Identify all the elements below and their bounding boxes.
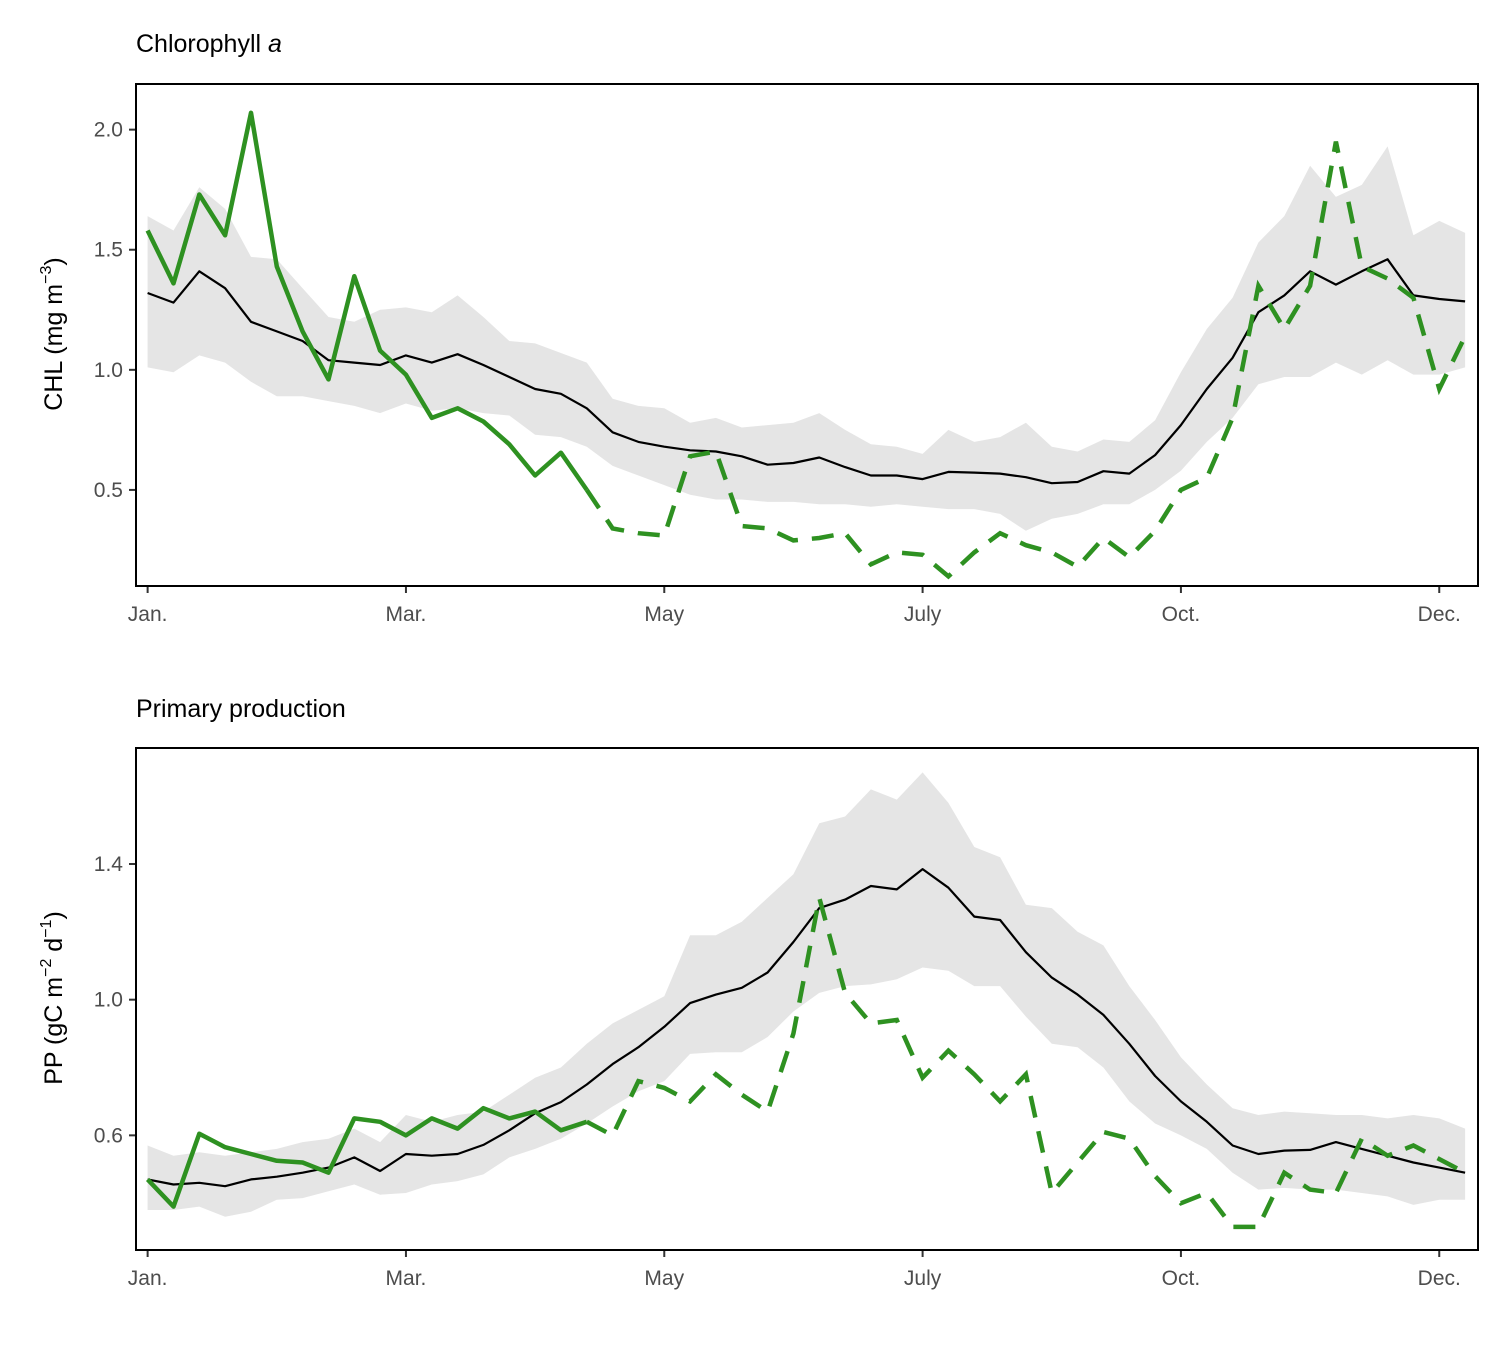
pp-range-band xyxy=(147,772,1466,1217)
pp-ylabel-exponent-1: −2 xyxy=(38,959,55,977)
chl-title-text: Chlorophyll xyxy=(136,30,261,58)
chl-y-axis-title: CHL (mg m−3) xyxy=(38,257,68,410)
chl-xtick-label-5: Dec. xyxy=(1418,603,1461,626)
pp-mean-line xyxy=(147,867,1466,1188)
chl-xtick-label-2: May xyxy=(644,603,684,626)
pp-ylabel: PP (gC m−2 d−1) xyxy=(38,911,68,1085)
pp-ylabel-text: PP (gC m xyxy=(40,977,68,1085)
chl-ytick-label-1: 1.0 xyxy=(94,359,123,382)
pp-y-axis-title: PP (gC m−2 d−1) xyxy=(38,911,68,1085)
pp-ytick-label-2: 1.4 xyxy=(94,853,124,876)
chl-ytick-label-3: 2.0 xyxy=(94,119,123,142)
chl-xtick-label-4: Oct. xyxy=(1162,603,1201,626)
pp-ylabel-exponent-2: −1 xyxy=(38,919,55,937)
pp-panel: Primary production PP (gC m−2 d−1) 0.6 1.… xyxy=(38,695,1479,1290)
pp-ytick-label-1: 1.0 xyxy=(94,989,123,1012)
chl-ylabel-exponent: −3 xyxy=(38,266,55,284)
chl-ytick-label-2: 1.5 xyxy=(94,239,123,262)
chl-ylabel: CHL (mg m−3) xyxy=(38,257,68,410)
chl-current-dashed-line xyxy=(584,141,1468,580)
chl-current-solid-line xyxy=(145,110,589,492)
chl-panel: Chlorophyll a CHL (mg m−3) 0.5 1.0 1.5 2.0 J… xyxy=(38,30,1479,626)
chl-xtick-label-0: Jan. xyxy=(128,603,168,626)
pp-xtick-label-0: Jan. xyxy=(128,1267,168,1290)
chl-xtick-label-3: July xyxy=(904,603,942,626)
pp-xtick-label-3: July xyxy=(904,1267,942,1290)
pp-plot-area: 0.6 1.0 1.4 Jan. Mar. May July Oct. Dec. xyxy=(94,772,1467,1290)
pp-plot-frame xyxy=(135,747,1479,1251)
pp-xtick-label-2: May xyxy=(644,1267,684,1290)
chl-plot-frame xyxy=(135,83,1479,587)
chl-range-band xyxy=(147,146,1466,531)
pp-ytick-label-0: 0.6 xyxy=(94,1124,123,1147)
chl-xtick-label-1: Mar. xyxy=(386,603,427,626)
chl-panel-title: Chlorophyll a xyxy=(136,30,282,58)
pp-xtick-label-5: Dec. xyxy=(1418,1267,1461,1290)
pp-xtick-label-1: Mar. xyxy=(386,1267,427,1290)
pp-current-dashed-line xyxy=(585,897,1467,1230)
chl-plot-area: 0.5 1.0 1.5 2.0 Jan. Mar. May July Oct. Dec. xyxy=(94,110,1468,626)
chl-mean-line xyxy=(147,258,1466,485)
pp-ylabel-close: ) xyxy=(40,911,68,919)
chl-title-italic: a xyxy=(268,30,282,58)
chl-ytick-label-0: 0.5 xyxy=(94,479,123,502)
chl-ylabel-text: CHL (mg m xyxy=(40,284,68,411)
pp-current-solid-line xyxy=(145,1105,588,1209)
pp-xtick-label-4: Oct. xyxy=(1162,1267,1201,1290)
pp-panel-title: Primary production xyxy=(136,695,346,723)
pp-ylabel-unit-2: d xyxy=(40,938,68,959)
chl-ylabel-close: ) xyxy=(40,257,68,265)
